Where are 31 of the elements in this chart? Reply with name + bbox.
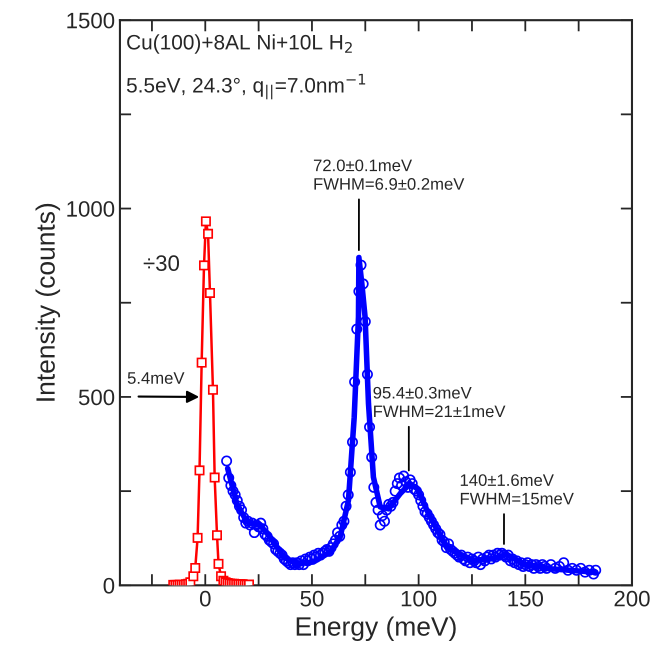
annotation: ÷30 — [144, 255, 180, 272]
annotation: 5.5eV, 24.3°, q$_{||}$=7.0nm$^{−1}$ — [126, 74, 366, 100]
x-axis-title: Energy (meV) — [296, 616, 456, 642]
x-tick-label: 50 — [300, 590, 324, 606]
y-tick-label: 1500 — [67, 12, 114, 28]
x-tick-label: 200 — [614, 590, 650, 606]
point — [198, 260, 209, 270]
annotation: 5.4meV — [128, 372, 184, 384]
point — [203, 228, 214, 239]
point — [190, 562, 200, 573]
annotation: 95.4±0.3meV FWHM=21±1meV — [373, 386, 506, 418]
annotation: 72.0±0.1meV FWHM=6.9±0.2meV — [314, 159, 464, 190]
y-tick-label: 1000 — [67, 201, 114, 217]
point — [204, 288, 215, 298]
point — [194, 465, 205, 476]
point — [214, 558, 224, 569]
x-tick-label: 100 — [402, 590, 436, 606]
point — [210, 472, 220, 483]
point — [200, 216, 211, 226]
point — [188, 571, 198, 582]
annotation: Cu(100)+8AL Ni+10L H$_{2}$ — [127, 34, 352, 54]
x-tick-label: 0 — [200, 590, 211, 606]
y-tick-label: 0 — [104, 578, 114, 594]
y-axis-title: Intensity (counts) — [35, 204, 60, 401]
annotation: 140±1.6meV FWHM=15meV — [460, 474, 574, 505]
point — [192, 532, 203, 543]
x-tick-label: 150 — [508, 590, 543, 606]
point — [208, 384, 218, 395]
point — [196, 358, 207, 368]
y-tick-label: 500 — [78, 389, 114, 406]
point — [212, 530, 222, 540]
